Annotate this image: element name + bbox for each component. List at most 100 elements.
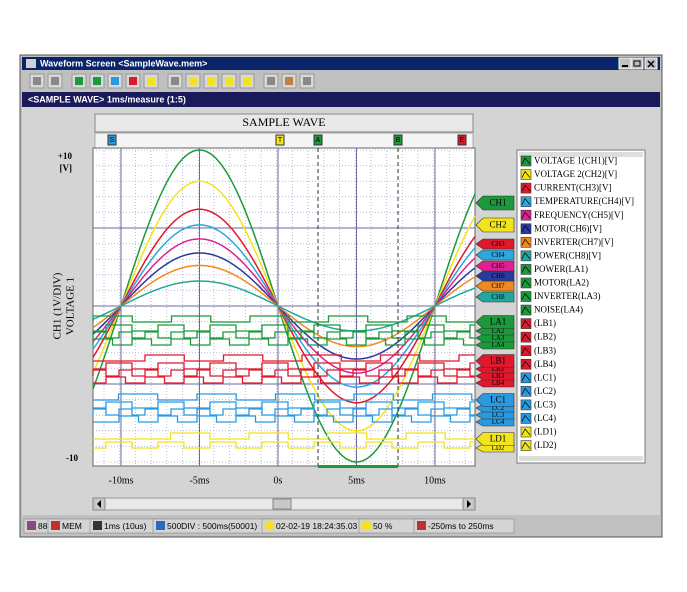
legend-swatch (521, 373, 531, 383)
legend-swatch (521, 413, 531, 423)
legend-label: (LB2) (534, 332, 556, 342)
cursor-range (318, 465, 398, 468)
y-top-label: +10 (58, 151, 73, 161)
maximize-button[interactable] (631, 58, 643, 69)
legend-label: CURRENT(CH3)[V] (534, 183, 612, 193)
window-title: Waveform Screen <SampleWave.mem> (40, 58, 207, 68)
legend-swatch (521, 427, 531, 437)
legend-label: VOLTAGE 1(CH1)[V] (534, 156, 617, 166)
status-text: MEM (62, 521, 82, 531)
legend-swatch (521, 156, 531, 166)
marker-label: S (110, 137, 115, 144)
legend-label: POWER(LA1) (534, 264, 588, 274)
marker-label: B (396, 137, 401, 144)
toolbar-icon (285, 77, 293, 85)
channel-tag-label: LA3 (492, 334, 505, 342)
toolbar-icon (171, 77, 179, 85)
toolbar-icon (207, 77, 215, 85)
channel-tag-label: LC4 (492, 418, 505, 426)
status-bar: 8855MEM1ms (10us)500DIV : 500ms(50001)02… (22, 517, 660, 535)
channel-tag-label: LD1 (490, 434, 507, 444)
legend-label: (LC4) (534, 413, 556, 423)
channel-tag-label: CH3 (491, 240, 505, 248)
legend-label: (LD2) (534, 440, 557, 450)
scroll-thumb[interactable] (273, 499, 291, 509)
legend-swatch (521, 332, 531, 342)
legend-swatch (521, 170, 531, 180)
legend-swatch (521, 237, 531, 247)
legend-label: (LB4) (534, 359, 556, 369)
marker-label: A (316, 137, 321, 144)
legend-label: MOTOR(LA2) (534, 278, 589, 288)
status-icon (362, 521, 371, 530)
legend-swatch (521, 251, 531, 261)
status-icon (265, 521, 274, 530)
toolbar (22, 71, 660, 91)
header-text: <SAMPLE WAVE> 1ms/measure (1:5) (28, 94, 186, 104)
legend-label: MOTOR(CH6)[V] (534, 223, 602, 233)
status-icon (417, 521, 426, 530)
x-tick-label: -5ms (190, 475, 210, 486)
channel-tag-label: LB4 (492, 379, 505, 387)
legend-swatch (521, 441, 531, 451)
channel-tag-label: LA4 (492, 341, 505, 349)
x-tick-label: 5ms (348, 475, 365, 486)
channel-tag-label: CH1 (489, 198, 506, 208)
legend-label: NOISE(LA4) (534, 305, 583, 315)
toolbar-icon (189, 77, 197, 85)
toolbar-icon (33, 77, 41, 85)
x-tick-label: -10ms (109, 475, 134, 486)
plot-title: SAMPLE WAVE (242, 115, 325, 129)
marker-label: E (460, 137, 465, 144)
channel-tag-label: LB1 (490, 356, 506, 366)
legend-label: (LC3) (534, 399, 556, 409)
channel-tag-label: CH2 (489, 220, 506, 230)
legend-scroll-bottom[interactable] (519, 456, 643, 461)
status-icon (93, 521, 102, 530)
status-text: 50 % (373, 521, 393, 531)
y-bottom-label: -10 (66, 453, 78, 463)
toolbar-icon (147, 77, 155, 85)
toolbar-icon (267, 77, 275, 85)
legend-label: INVERTER(CH7)[V] (534, 237, 613, 247)
legend-label: (LC1) (534, 372, 556, 382)
legend-label: (LB1) (534, 318, 556, 328)
toolbar-icon (51, 77, 59, 85)
legend-label: (LD1) (534, 427, 557, 437)
legend-swatch (521, 183, 531, 193)
legend-label: TEMPERATURE(CH4)[V] (534, 196, 634, 206)
toolbar-icon (75, 77, 83, 85)
status-icon (156, 521, 165, 530)
window-buttons[interactable] (619, 58, 657, 69)
marker-label: T (278, 137, 283, 144)
legend-label: (LB3) (534, 345, 556, 355)
legend-swatch (521, 264, 531, 274)
toolbar-icon (243, 77, 251, 85)
channel-tag-label: CH6 (491, 272, 505, 280)
app-icon (26, 59, 36, 68)
channel-tag-label: LB3 (492, 372, 505, 380)
legend-swatch (521, 319, 531, 329)
legend-label: (LC2) (534, 386, 556, 396)
channel-tag-label: CH5 (491, 262, 505, 270)
legend-swatch (521, 305, 531, 315)
legend-swatch (521, 197, 531, 207)
status-text: -250ms to 250ms (428, 521, 494, 531)
y-unit-label: [V] (60, 163, 73, 173)
toolbar-icon (111, 77, 119, 85)
status-text: 02-02-19 18:24:35.03 (276, 521, 358, 531)
legend-label: FREQUENCY(CH5)[V] (534, 210, 624, 220)
channel-tag-label: CH7 (491, 282, 505, 290)
legend-label: VOLTAGE 2(CH2)[V] (534, 169, 617, 179)
status-icon (27, 521, 36, 530)
channel-tag-label: CH8 (491, 293, 505, 301)
status-icon (51, 521, 60, 530)
status-text: 500DIV : 500ms(50001) (167, 521, 257, 531)
minimize-button[interactable] (619, 58, 631, 69)
y-axis-label: VOLTAGE 1 (65, 277, 77, 335)
x-tick-label: 10ms (424, 475, 446, 486)
legend-label: POWER(CH8)[V] (534, 250, 601, 260)
y-axis-label: CH1 (1V/DIV) (52, 272, 64, 339)
channel-tag-label: LC1 (490, 395, 506, 405)
